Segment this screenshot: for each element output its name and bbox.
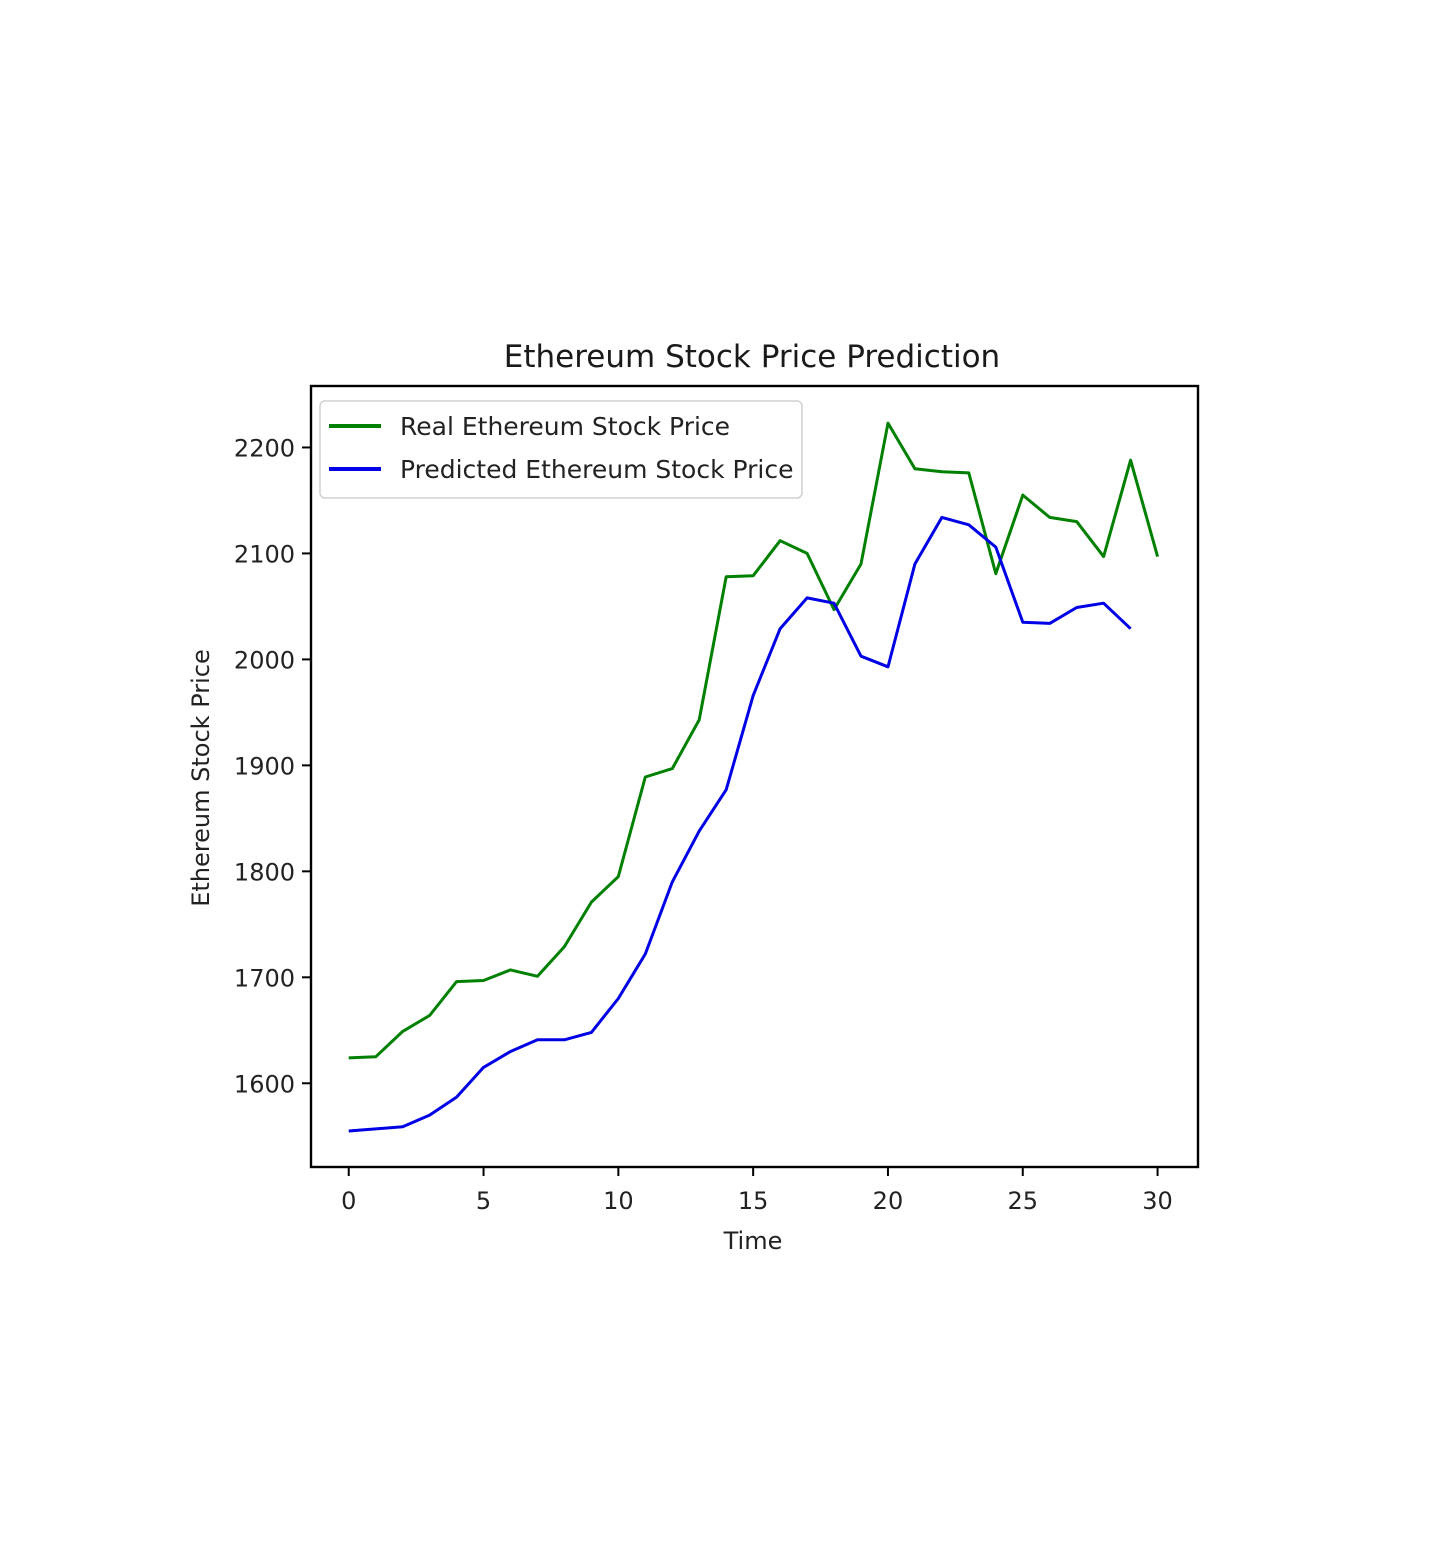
- x-tick-label: 25: [1007, 1187, 1038, 1215]
- y-axis: 1600 1700 1800 1900 2000 2100 2200: [234, 434, 311, 1098]
- x-tick-label: 5: [476, 1187, 491, 1215]
- legend-label-predicted: Predicted Ethereum Stock Price: [400, 455, 794, 484]
- y-axis-label: Ethereum Stock Price: [187, 649, 215, 906]
- legend-label-real: Real Ethereum Stock Price: [400, 412, 730, 441]
- series-line-real: [348, 421, 1160, 1060]
- x-tick-label: 10: [603, 1187, 634, 1215]
- y-tick-label: 1600: [234, 1070, 295, 1098]
- x-axis: 0 5 10 15 20 25 30: [341, 1167, 1173, 1215]
- plot-area: [311, 386, 1198, 1167]
- x-tick-label: 20: [873, 1187, 904, 1215]
- x-tick-label: 0: [341, 1187, 356, 1215]
- y-tick-label: 2100: [234, 540, 295, 568]
- plot-frame: [309, 384, 1200, 1169]
- legend-frame: [319, 400, 803, 499]
- y-tick-label: 2200: [234, 434, 295, 462]
- y-tick-label: 1800: [234, 858, 295, 886]
- y-tick-label: 1900: [234, 752, 295, 780]
- series-line-predicted: [348, 515, 1132, 1133]
- y-tick-label: 2000: [234, 646, 295, 674]
- x-tick-label: 15: [738, 1187, 769, 1215]
- chart-title: Ethereum Stock Price Prediction: [504, 339, 1000, 375]
- legend: Real Ethereum Stock Price Predicted Ethe…: [319, 400, 803, 499]
- x-axis-label: Time: [723, 1227, 783, 1255]
- y-tick-label: 1700: [234, 964, 295, 992]
- lines-layer: [348, 421, 1160, 1133]
- x-tick-label: 30: [1142, 1187, 1173, 1215]
